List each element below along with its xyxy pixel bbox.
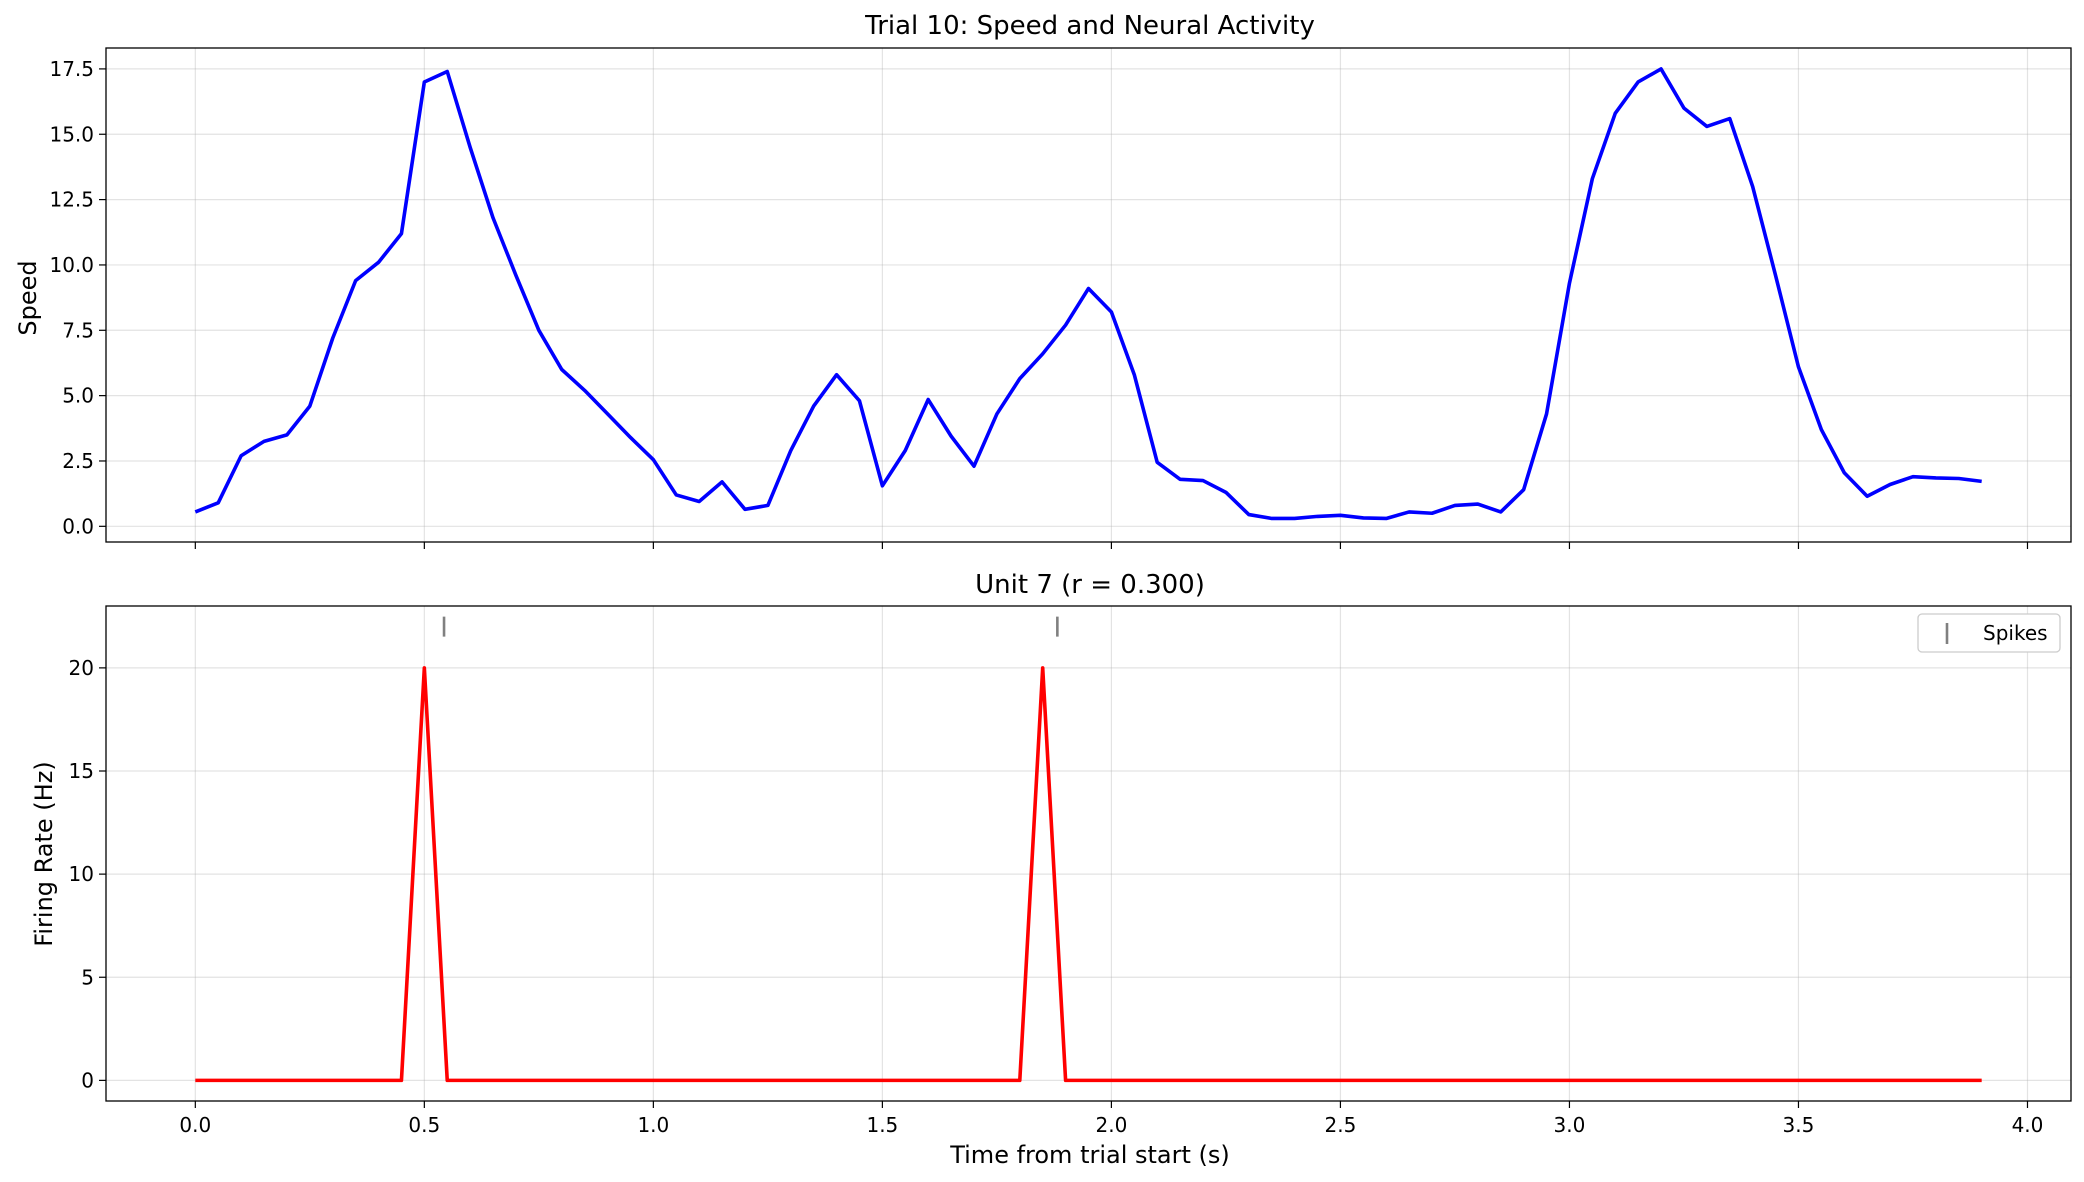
firing-rate-axes-frame [105, 605, 2072, 1102]
y-tick-label: 10 [69, 862, 94, 886]
firing-rate-line [195, 666, 1982, 1083]
firing-rate-y-axis-label: Firing Rate (Hz) [30, 761, 58, 946]
firing-rate-panel-title: Unit 7 (r = 0.300) [975, 570, 1205, 600]
speed-line [194, 67, 1982, 521]
x-tick-label: 2.5 [1325, 1113, 1357, 1137]
x-tick-label: 3.5 [1783, 1113, 1815, 1137]
y-tick-label: 7.5 [62, 318, 94, 342]
spike-markers [442, 616, 1059, 637]
y-tick-label: 5.0 [62, 384, 94, 408]
speed-panel: Trial 10: Speed and Neural Activity Spee… [14, 11, 2072, 549]
x-tick-label: 4.0 [2012, 1113, 2044, 1137]
firing-rate-panel: Unit 7 (r = 0.300) Firing Rate (Hz) Time… [30, 570, 2072, 1169]
y-tick-label: 0 [81, 1068, 94, 1092]
firing-rate-series [195, 666, 1982, 1083]
x-tick-label: 1.0 [637, 1113, 669, 1137]
y-tick-label: 15 [69, 759, 94, 783]
y-tick-label: 0.0 [62, 514, 94, 538]
legend: Spikes [1917, 613, 2061, 653]
speed-y-axis-label: Speed [14, 260, 42, 335]
speed-series [194, 67, 1982, 521]
y-tick-label: 10.0 [49, 253, 94, 277]
y-tick-label: 5 [81, 965, 94, 989]
x-tick-label: 1.5 [866, 1113, 898, 1137]
x-tick-label: 3.0 [1554, 1113, 1586, 1137]
y-tick-label: 2.5 [62, 449, 94, 473]
speed-panel-title: Trial 10: Speed and Neural Activity [864, 11, 1315, 41]
y-tick-label: 17.5 [49, 57, 94, 81]
y-tick-label: 15.0 [49, 122, 94, 146]
x-tick-label: 0.5 [408, 1113, 440, 1137]
x-tick-label: 0.0 [179, 1113, 211, 1137]
y-tick-label: 12.5 [49, 188, 94, 212]
speed-ticks: 0.0 2.5 5.0 7.5 10.0 12.5 15.0 17.5 [49, 57, 2029, 549]
time-x-axis-label: Time from trial start (s) [949, 1141, 1230, 1169]
legend-box [1917, 613, 2061, 653]
x-tick-label: 2.0 [1095, 1113, 1127, 1137]
firing-rate-ticks: 0.0 0.5 1.0 1.5 2.0 2.5 3.0 3.5 4.0 0 5 10 15 20 [69, 656, 2044, 1137]
speed-axes-frame [105, 47, 2072, 543]
y-tick-label: 20 [69, 656, 94, 680]
legend-spikes-label: Spikes [1983, 621, 2048, 645]
speed-grid [106, 48, 2071, 542]
